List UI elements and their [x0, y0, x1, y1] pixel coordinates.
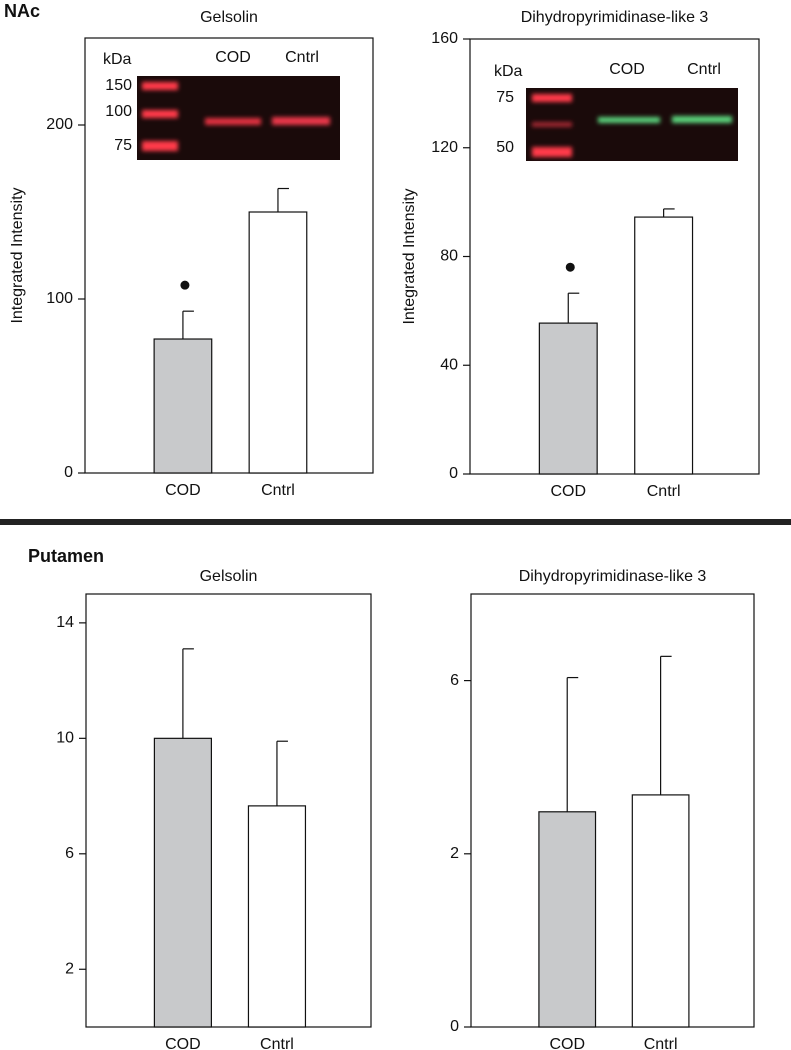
bar: [248, 211, 308, 474]
y-tick-label: 6: [450, 672, 459, 689]
plot-frame: [85, 593, 372, 1028]
y-tick-label: 0: [450, 1018, 459, 1035]
bar: [631, 794, 690, 1028]
y-axis-label: Integrated Intensity: [9, 187, 26, 323]
blot-marker: 75: [496, 89, 514, 106]
blot-band: [532, 94, 572, 102]
y-tick-label: 80: [440, 248, 458, 265]
bar: [538, 322, 598, 475]
blot-lane: COD: [215, 49, 251, 66]
y-tick-label: 100: [46, 290, 73, 307]
plot-frame: [84, 37, 374, 474]
blot-band: [598, 117, 660, 123]
blot-band: [142, 82, 178, 90]
y-tick-label: 40: [440, 356, 458, 373]
bar: [247, 805, 307, 1028]
blot-band: [272, 117, 330, 125]
separator: [0, 519, 791, 525]
blot-lane: Cntrl: [687, 61, 721, 78]
blot-unit: kDa: [103, 51, 132, 68]
bar: [153, 338, 213, 474]
significance-marker: [180, 280, 190, 290]
chart-title: Gelsolin: [200, 9, 258, 26]
blot-inset: kDa COD Cntrl 150 100 75: [103, 49, 340, 160]
chart-title: Gelsolin: [200, 568, 258, 585]
x-tick-label: Cntrl: [647, 483, 681, 500]
significance-marker: [565, 262, 575, 272]
blot-lane: Cntrl: [285, 49, 319, 66]
bar: [153, 737, 212, 1028]
blot-band: [532, 122, 572, 127]
x-tick-label: COD: [165, 1036, 201, 1050]
plot-frame: [470, 593, 755, 1028]
y-tick-label: 6: [65, 845, 74, 862]
chart-title: Dihydropyrimidinase-like 3: [521, 9, 709, 26]
y-axis-label: Integrated Intensity: [401, 188, 418, 324]
x-tick-label: Cntrl: [261, 482, 295, 499]
x-tick-label: Cntrl: [644, 1036, 678, 1050]
blot-unit: kDa: [494, 63, 523, 80]
x-tick-label: Cntrl: [260, 1036, 294, 1050]
section-title: Putamen: [28, 546, 104, 566]
bar: [538, 811, 597, 1028]
y-tick-label: 160: [431, 30, 458, 47]
blot-marker: 75: [114, 137, 132, 154]
x-tick-label: COD: [550, 483, 586, 500]
blot-inset: kDa COD Cntrl 75 50: [494, 61, 738, 161]
y-tick-label: 2: [450, 845, 459, 862]
y-tick-label: 2: [65, 960, 74, 977]
blot-band: [205, 118, 261, 125]
blot-band: [532, 147, 572, 157]
y-tick-label: 120: [431, 139, 458, 156]
blot-band: [142, 141, 178, 151]
blot-band: [672, 116, 732, 123]
x-tick-label: COD: [165, 482, 201, 499]
x-tick-label: COD: [549, 1036, 585, 1050]
bar: [634, 216, 694, 475]
blot-marker: 50: [496, 139, 514, 156]
y-tick-label: 200: [46, 116, 73, 133]
y-tick-label: 14: [56, 614, 74, 631]
blot-marker: 150: [105, 77, 132, 94]
chart-title: Dihydropyrimidinase-like 3: [519, 568, 707, 585]
y-tick-label: 0: [449, 465, 458, 482]
y-tick-label: 0: [64, 464, 73, 481]
blot-lane: COD: [609, 61, 645, 78]
blot-marker: 100: [105, 103, 132, 120]
section-title: NAc: [4, 1, 40, 21]
blot-band: [142, 110, 178, 118]
y-tick-label: 10: [56, 730, 74, 747]
